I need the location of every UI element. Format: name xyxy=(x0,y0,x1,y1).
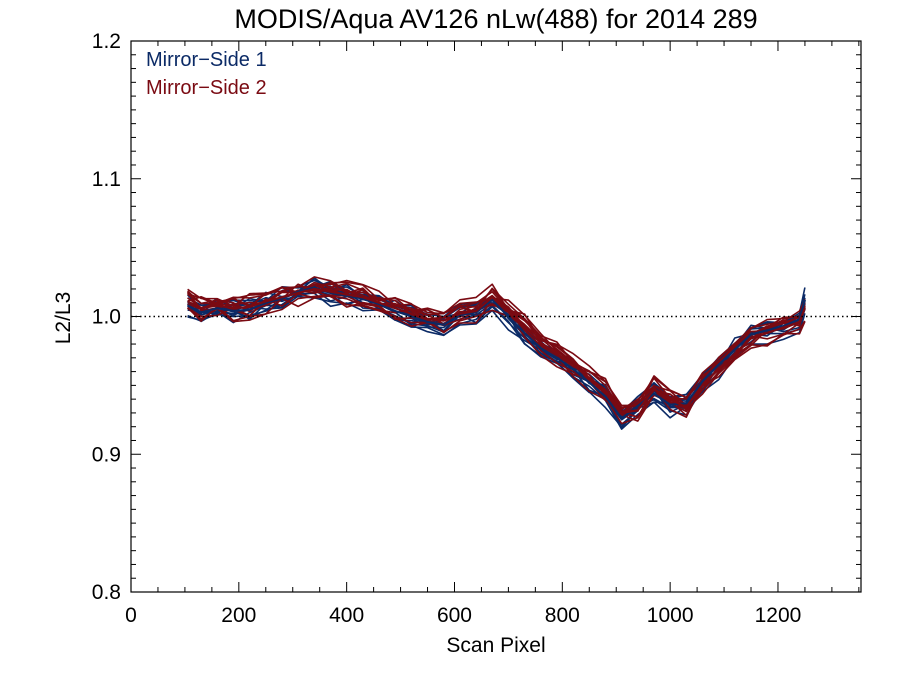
x-tick-label: 800 xyxy=(545,604,580,627)
axis-ticks xyxy=(131,41,861,592)
legend-entry-mirror-side-2: Mirror−Side 2 xyxy=(146,77,267,99)
series-line-mirror-side-2 xyxy=(187,287,806,414)
series-line-band xyxy=(187,294,806,425)
y-tick-label: 1.2 xyxy=(92,30,121,53)
plot-area xyxy=(186,276,806,430)
x-axis-label: Scan Pixel xyxy=(446,634,545,657)
x-tick-label: 1200 xyxy=(755,604,802,627)
y-tick-label: 1.0 xyxy=(92,306,121,329)
series-line-band xyxy=(186,284,806,407)
x-tick-label: 400 xyxy=(329,604,364,627)
series-line-band xyxy=(187,292,806,430)
x-tick-label: 600 xyxy=(437,604,472,627)
x-tick-label: 0 xyxy=(125,604,137,627)
chart-title: MODIS/Aqua AV126 nLw(488) for 2014 289 xyxy=(234,4,757,34)
x-tick-label: 1000 xyxy=(647,604,694,627)
legend-entry-mirror-side-1: Mirror−Side 1 xyxy=(146,49,267,71)
y-tick-label: 0.8 xyxy=(92,581,121,604)
y-tick-label: 1.1 xyxy=(92,168,121,191)
y-axis-label: L2/L3 xyxy=(52,292,75,345)
x-tick-label: 200 xyxy=(221,604,256,627)
y-tick-label: 0.9 xyxy=(92,443,121,466)
axis-tick-labels: 0 200 400 600 800 1000 1200 0.8 0.9 1.0 1.1 1.2 xyxy=(92,30,802,627)
